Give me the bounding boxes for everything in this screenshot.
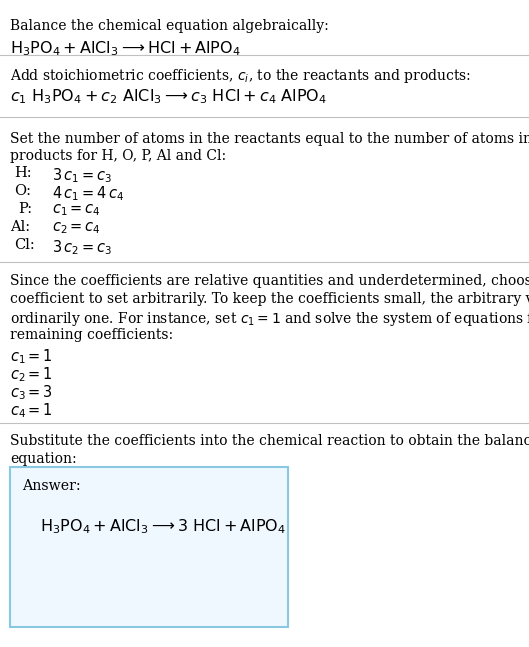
- Text: ordinarily one. For instance, set $c_1 = 1$ and solve the system of equations fo: ordinarily one. For instance, set $c_1 =…: [10, 310, 529, 328]
- Text: $\mathrm{H_3PO_4 + AlCl_3} \longrightarrow \mathrm{HCl + AlPO_4}$: $\mathrm{H_3PO_4 + AlCl_3} \longrightarr…: [10, 39, 241, 58]
- Text: $c_1\ \mathrm{H_3PO_4} + c_2\ \mathrm{AlCl_3} \longrightarrow c_3\ \mathrm{HCl} : $c_1\ \mathrm{H_3PO_4} + c_2\ \mathrm{Al…: [10, 87, 327, 105]
- Text: $c_3 = 3$: $c_3 = 3$: [10, 383, 53, 402]
- Text: Answer:: Answer:: [22, 479, 81, 493]
- Text: Al:: Al:: [10, 220, 30, 234]
- Text: $4\,c_1 = 4\,c_4$: $4\,c_1 = 4\,c_4$: [52, 184, 124, 203]
- Text: Set the number of atoms in the reactants equal to the number of atoms in the: Set the number of atoms in the reactants…: [10, 132, 529, 146]
- Text: Cl:: Cl:: [14, 238, 35, 252]
- FancyBboxPatch shape: [10, 467, 288, 627]
- Text: Add stoichiometric coefficients, $c_i$, to the reactants and products:: Add stoichiometric coefficients, $c_i$, …: [10, 67, 471, 85]
- Text: $c_4 = 1$: $c_4 = 1$: [10, 401, 53, 420]
- Text: $\mathrm{H_3PO_4 + AlCl_3} \longrightarrow 3\ \mathrm{HCl + AlPO_4}$: $\mathrm{H_3PO_4 + AlCl_3} \longrightarr…: [40, 517, 286, 536]
- Text: O:: O:: [14, 184, 31, 198]
- Text: $3\,c_1 = c_3$: $3\,c_1 = c_3$: [52, 166, 112, 184]
- Text: Substitute the coefficients into the chemical reaction to obtain the balanced: Substitute the coefficients into the che…: [10, 434, 529, 448]
- Text: P:: P:: [18, 202, 32, 216]
- Text: H:: H:: [14, 166, 32, 180]
- Text: Since the coefficients are relative quantities and underdetermined, choose a: Since the coefficients are relative quan…: [10, 274, 529, 288]
- Text: equation:: equation:: [10, 452, 77, 466]
- Text: $3\,c_2 = c_3$: $3\,c_2 = c_3$: [52, 238, 112, 257]
- Text: coefficient to set arbitrarily. To keep the coefficients small, the arbitrary va: coefficient to set arbitrarily. To keep …: [10, 292, 529, 306]
- Text: products for H, O, P, Al and Cl:: products for H, O, P, Al and Cl:: [10, 149, 226, 163]
- Text: $c_2 = c_4$: $c_2 = c_4$: [52, 220, 101, 236]
- Text: remaining coefficients:: remaining coefficients:: [10, 328, 173, 342]
- Text: $c_2 = 1$: $c_2 = 1$: [10, 365, 53, 384]
- Text: $c_1 = 1$: $c_1 = 1$: [10, 347, 53, 366]
- Text: Balance the chemical equation algebraically:: Balance the chemical equation algebraica…: [10, 19, 329, 33]
- Text: $c_1 = c_4$: $c_1 = c_4$: [52, 202, 101, 217]
